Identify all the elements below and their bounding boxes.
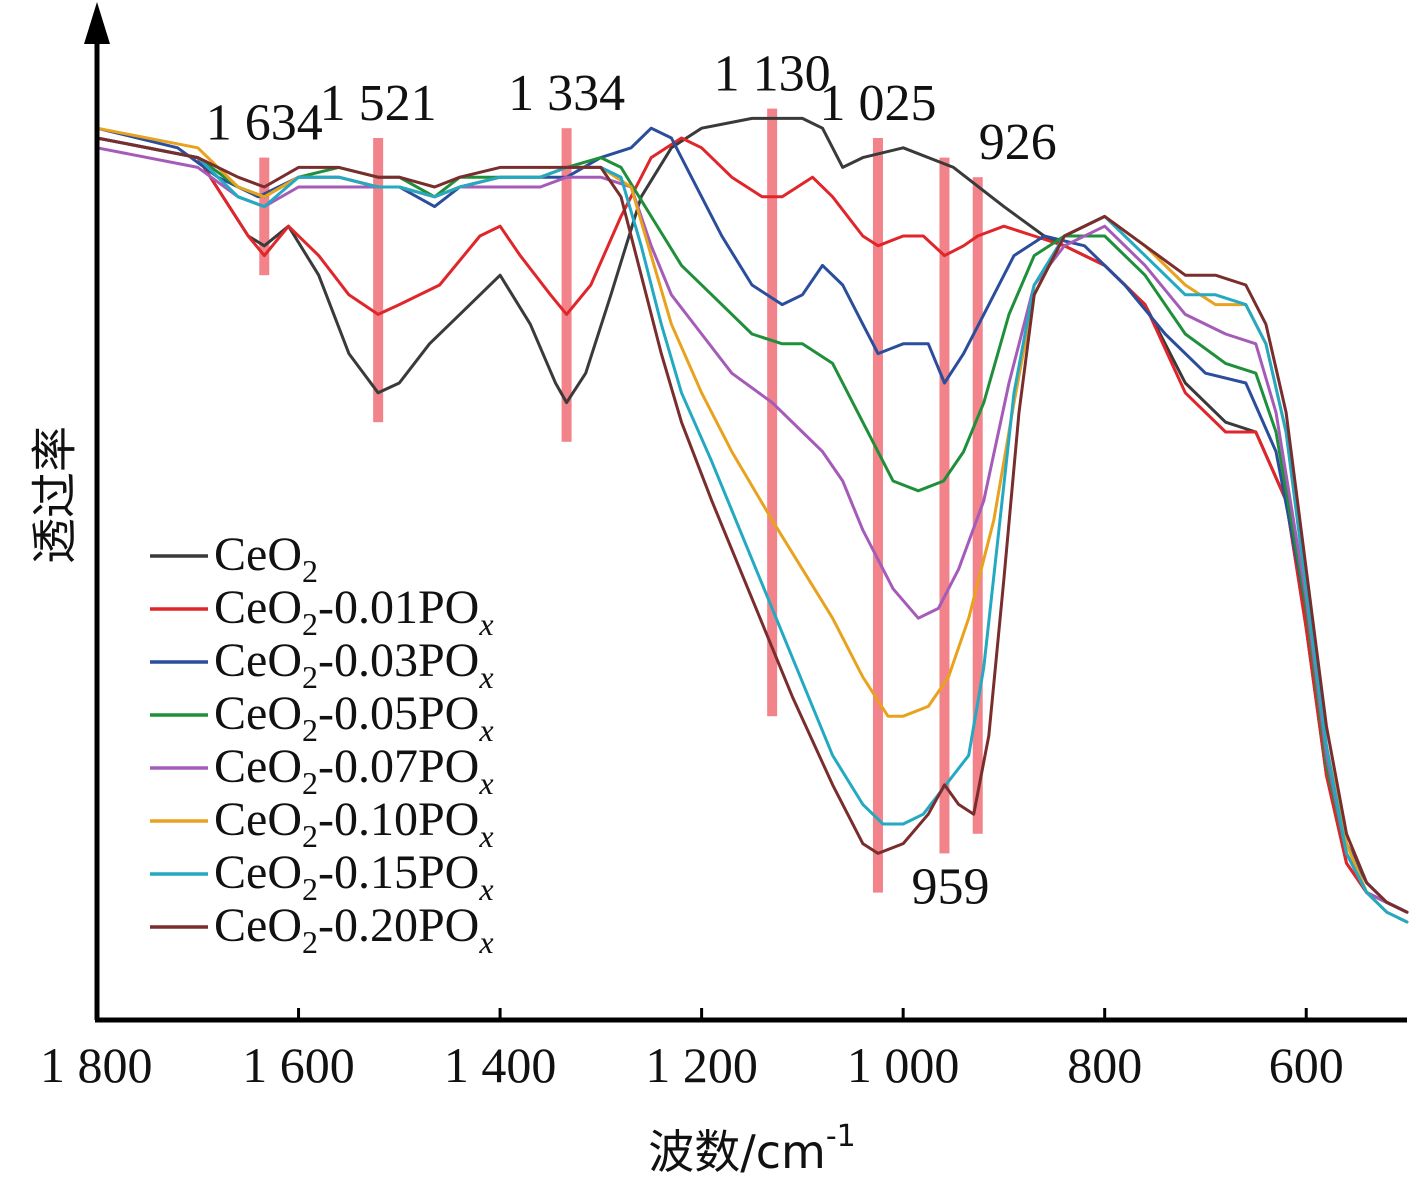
x-tick-label-1000: 1 000	[847, 1037, 960, 1093]
peak-marker-bar-1634	[259, 157, 270, 276]
peak-marker-bar-959	[939, 157, 950, 854]
legend-label-sub: 2	[302, 712, 318, 748]
legend-label-rest-sub: x	[478, 818, 493, 854]
legend-label-sub: 2	[302, 659, 318, 695]
legend-label-rest: -0.10PO	[318, 793, 479, 846]
legend-label-base: CeO	[214, 846, 302, 899]
peak-marker-bar-1521	[373, 138, 384, 423]
legend-label-1: CeO2-0.01POx	[214, 581, 494, 642]
legend-label-rest: -0.03PO	[318, 634, 479, 687]
legend-label-sub: 2	[302, 818, 318, 854]
peak-label-1334: 1 334	[508, 65, 625, 122]
legend: CeO2CeO2-0.01POxCeO2-0.03POxCeO2-0.05POx…	[150, 528, 494, 960]
legend-label-base: CeO	[214, 687, 302, 740]
legend-label-rest: -0.15PO	[318, 846, 479, 899]
series-line-6	[95, 136, 1409, 924]
x-tick-label-1400: 1 400	[444, 1037, 557, 1093]
legend-label-4: CeO2-0.07POx	[214, 740, 494, 801]
peak-label-1130: 1 130	[714, 46, 831, 103]
y-axis-arrow-icon	[84, 2, 110, 44]
x-axis-label: 波数/cm-1	[648, 1119, 856, 1179]
series-line-7	[95, 136, 1409, 914]
legend-label-0: CeO2	[214, 528, 318, 589]
x-tick-group: 1 800 1 600 1 400 1 200 1 000 800 600	[40, 1008, 1344, 1093]
legend-label-6: CeO2-0.15POx	[214, 846, 494, 907]
legend-label-3: CeO2-0.05POx	[214, 687, 494, 748]
legend-label-rest: -0.07PO	[318, 740, 479, 793]
series-line-2	[95, 126, 1409, 914]
peak-label-1025: 1 025	[819, 75, 936, 132]
legend-label-sub: 2	[302, 871, 318, 907]
peak-marker-group	[259, 108, 983, 893]
series-line-1	[95, 136, 1409, 914]
x-tick-label-800: 800	[1067, 1037, 1142, 1093]
legend-label-rest-sub: x	[478, 765, 493, 801]
x-axis-label-superscript: -1	[826, 1119, 856, 1154]
legend-label-7: CeO2-0.20POx	[214, 899, 494, 960]
legend-label-base: CeO	[214, 793, 302, 846]
legend-label-sub: 2	[302, 553, 318, 589]
peak-label-959: 959	[911, 858, 989, 915]
legend-label-base: CeO	[214, 634, 302, 687]
peak-label-1634: 1 634	[206, 95, 323, 152]
legend-label-base: CeO	[214, 581, 302, 634]
legend-label-rest-sub: x	[478, 659, 493, 695]
legend-label-rest-sub: x	[478, 712, 493, 748]
legend-label-base: CeO	[214, 740, 302, 793]
x-tick-label-600: 600	[1269, 1037, 1344, 1093]
legend-label-sub: 2	[302, 924, 318, 960]
x-axis-label-text: 波数/cm	[648, 1125, 826, 1179]
legend-label-rest-sub: x	[478, 924, 493, 960]
legend-label-rest: -0.05PO	[318, 687, 479, 740]
y-axis-label: 透过率	[28, 426, 82, 564]
legend-label-5: CeO2-0.10POx	[214, 793, 494, 854]
axes-group	[84, 2, 1407, 1023]
legend-label-rest-sub: x	[478, 871, 493, 907]
legend-label-base: CeO	[214, 899, 302, 952]
peak-marker-bar-1025	[872, 138, 883, 893]
peak-marker-bar-1130	[767, 108, 778, 717]
x-tick-label-1200: 1 200	[645, 1037, 758, 1093]
legend-label-rest-sub: x	[478, 606, 493, 642]
legend-label-rest: -0.20PO	[318, 899, 479, 952]
legend-label-rest: -0.01PO	[318, 581, 479, 634]
legend-label-sub: 2	[302, 765, 318, 801]
peak-label-926: 926	[979, 114, 1057, 171]
legend-label-sub: 2	[302, 606, 318, 642]
x-tick-label-1600: 1 600	[242, 1037, 355, 1093]
series-group	[95, 116, 1409, 924]
peak-marker-bar-1334	[561, 128, 572, 442]
x-tick-label-1800: 1 800	[40, 1037, 153, 1093]
peak-label-1521: 1 521	[320, 75, 437, 132]
peak-marker-bar-926	[972, 177, 983, 834]
legend-label-2: CeO2-0.03POx	[214, 634, 494, 695]
legend-label-base: CeO	[214, 528, 302, 581]
